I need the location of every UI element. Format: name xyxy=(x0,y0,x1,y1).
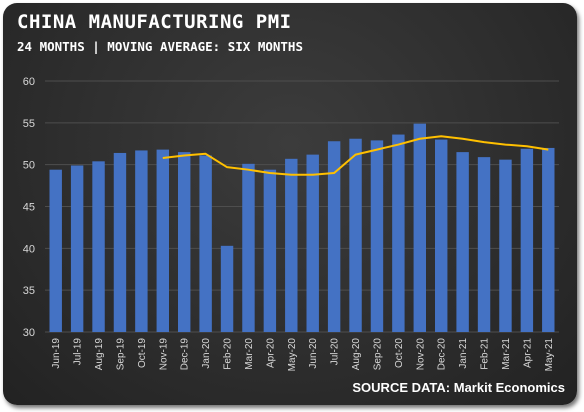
bar-Oct-20 xyxy=(392,134,405,332)
bar-Feb-20 xyxy=(220,245,234,332)
x-tick-label: May-21 xyxy=(544,338,555,372)
source-note: SOURCE DATA: Markit Economics xyxy=(352,380,565,395)
moving-average-line xyxy=(162,135,549,176)
bar-Nov-20 xyxy=(413,123,427,332)
x-tick-label: Nov-20 xyxy=(415,338,426,371)
chart-title: CHINA MANUFACTURING PMI xyxy=(17,11,292,33)
x-tick-label: Feb-21 xyxy=(480,338,491,370)
x-tick-label: Jun-19 xyxy=(51,338,62,369)
bar-Aug-20 xyxy=(349,138,362,332)
bar-Dec-20 xyxy=(434,139,448,332)
bar-Jul-20 xyxy=(327,141,341,332)
x-tick-label: Jul-20 xyxy=(330,338,341,366)
x-tick-label: Apr-21 xyxy=(522,338,533,368)
bar-Jul-19 xyxy=(70,165,84,332)
x-tick-label: Sep-19 xyxy=(115,338,126,371)
bar-Mar-20 xyxy=(242,163,255,332)
x-tick-label: Mar-21 xyxy=(501,338,512,370)
x-tick-label: Aug-20 xyxy=(351,338,362,371)
y-tick-label: 45 xyxy=(23,202,35,214)
bar-Aug-19 xyxy=(92,161,105,332)
bar-Jun-19 xyxy=(49,169,62,332)
bar-Oct-19 xyxy=(135,150,148,332)
x-axis-ticks: Jun-19 Jul-19 Aug-19 Sep-19 Oct-19 Nov-19 Dec-… xyxy=(51,338,555,372)
bar-Jan-20 xyxy=(199,155,212,332)
bar-series xyxy=(49,123,555,332)
x-tick-label: Jul-19 xyxy=(73,338,84,366)
bar-May-20 xyxy=(285,158,298,332)
bar-Apr-21 xyxy=(520,148,534,332)
y-tick-label: 40 xyxy=(23,243,35,255)
y-tick-label: 50 xyxy=(23,160,35,172)
y-tick-label: 30 xyxy=(23,327,35,339)
pmi-chart: 30 35 40 45 50 55 60 Jun-19 Jul-19 Aug-19 Sep-19 O… xyxy=(23,76,559,372)
x-tick-label: Jan-21 xyxy=(458,338,469,369)
x-tick-label: Nov-19 xyxy=(158,338,169,371)
bar-Dec-19 xyxy=(177,152,191,332)
x-tick-label: Oct-20 xyxy=(394,338,405,368)
x-tick-label: Sep-20 xyxy=(372,338,383,371)
bar-May-21 xyxy=(542,147,555,332)
x-tick-label: Oct-19 xyxy=(137,338,148,368)
x-tick-label: Dec-19 xyxy=(180,338,191,371)
bar-Apr-20 xyxy=(263,169,277,332)
gridlines xyxy=(45,80,559,333)
y-tick-label: 35 xyxy=(23,285,35,297)
bar-Feb-21 xyxy=(477,157,491,332)
bar-Nov-19 xyxy=(156,149,170,332)
bar-Sep-20 xyxy=(370,140,384,332)
x-tick-label: Apr-20 xyxy=(265,338,276,368)
y-axis-ticks: 30 35 40 45 50 55 60 xyxy=(23,76,35,339)
y-tick-label: 60 xyxy=(23,76,35,88)
chart-card: CHINA MANUFACTURING PMI 24 MONTHS | MOVI… xyxy=(3,3,577,405)
x-tick-label: Jan-20 xyxy=(201,338,212,369)
bar-Sep-19 xyxy=(113,152,127,332)
x-tick-label: Feb-20 xyxy=(223,338,234,370)
chart-subtitle: 24 MONTHS | MOVING AVERAGE: SIX MONTHS xyxy=(17,39,303,54)
x-tick-label: Mar-20 xyxy=(244,338,255,370)
x-tick-label: Dec-20 xyxy=(437,338,448,371)
x-tick-label: Aug-19 xyxy=(94,338,105,371)
x-tick-label: May-20 xyxy=(287,338,298,372)
moving-average-series xyxy=(162,135,549,176)
bar-Mar-21 xyxy=(499,159,512,332)
bar-Jan-21 xyxy=(456,152,469,332)
x-tick-label: Jun-20 xyxy=(308,338,319,369)
y-tick-label: 55 xyxy=(23,118,35,130)
bar-Jun-20 xyxy=(306,154,319,332)
